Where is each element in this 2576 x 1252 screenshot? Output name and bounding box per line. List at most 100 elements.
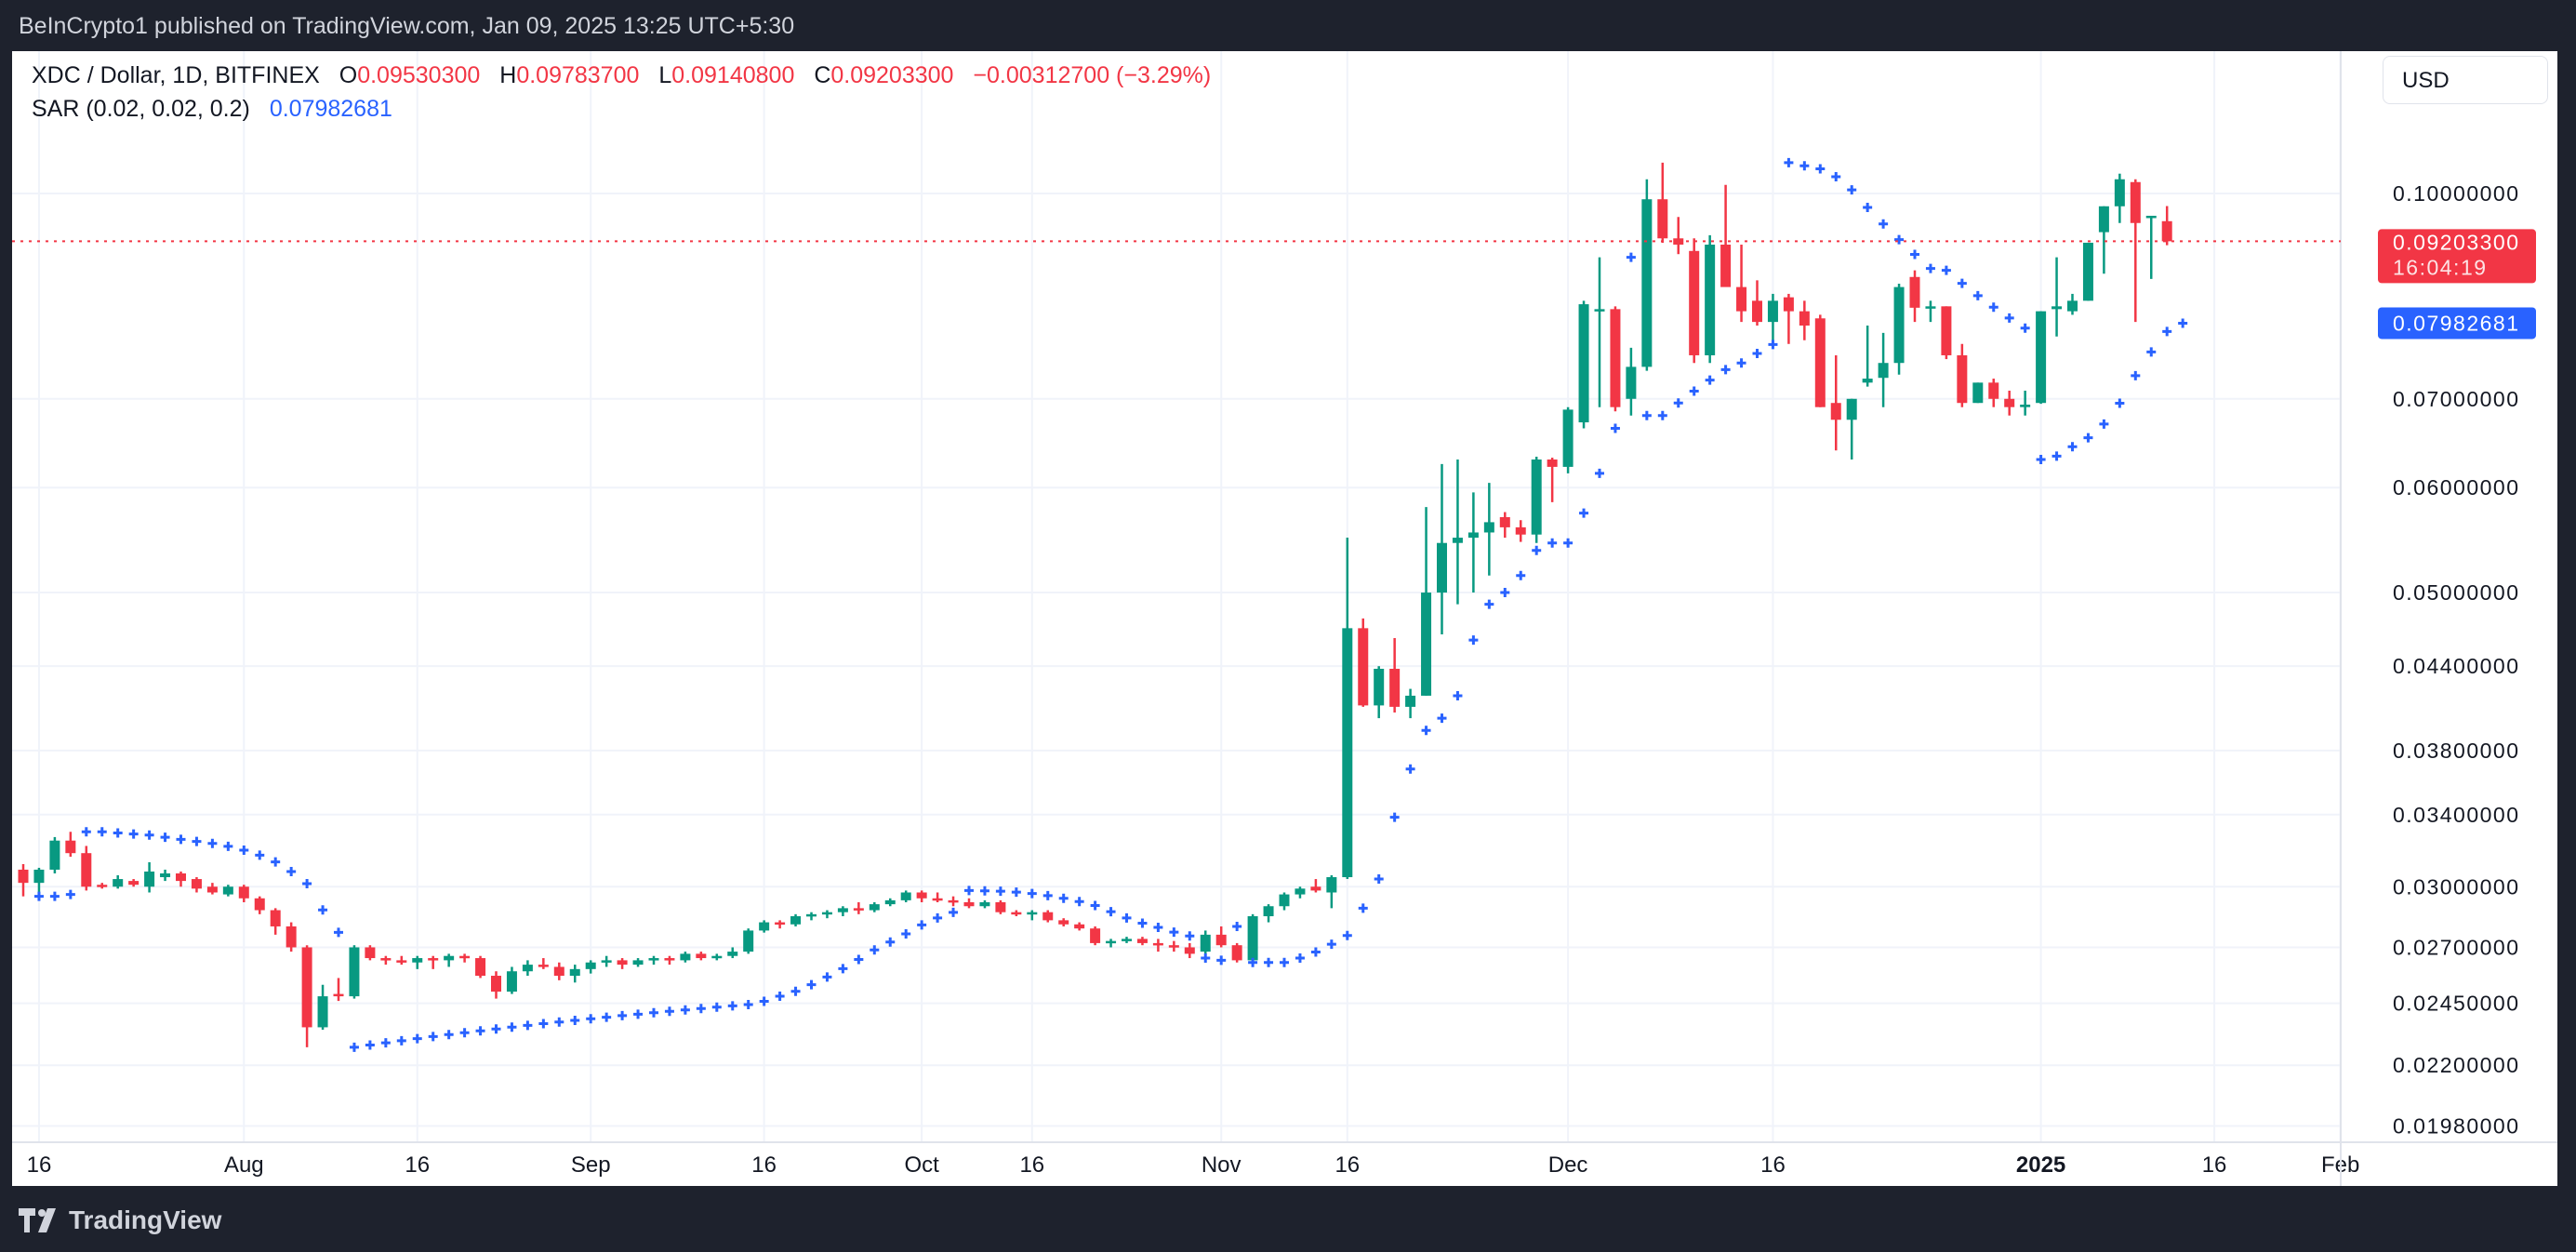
candle-body	[1846, 398, 1857, 420]
sar-point	[1705, 375, 1715, 385]
candle-body	[49, 840, 60, 870]
sar-point	[1595, 468, 1604, 478]
sar-point	[1122, 912, 1132, 923]
sar-point	[790, 986, 801, 996]
sar-point	[1752, 348, 1762, 358]
candle-body	[711, 955, 723, 959]
candle-body	[2098, 206, 2109, 233]
price-tick-label: 0.04400000	[2393, 654, 2520, 678]
sar-point	[649, 1007, 658, 1018]
close-label: C	[814, 62, 831, 88]
sar-point	[1295, 952, 1305, 963]
sar-point	[459, 1028, 470, 1038]
candle-body	[522, 965, 533, 972]
sar-point	[743, 1000, 753, 1010]
candle-body	[1799, 311, 1810, 326]
candle-body	[81, 853, 92, 887]
candle-body	[1499, 516, 1510, 527]
tradingview-logo-icon	[19, 1208, 56, 1232]
sar-point	[554, 1017, 564, 1027]
candle-body	[412, 958, 423, 963]
sar-point	[1201, 953, 1211, 964]
candle-body	[2114, 179, 2125, 206]
tradingview-logo[interactable]: TradingView	[19, 1205, 221, 1235]
candle-body	[2067, 300, 2078, 312]
candle-body	[1925, 306, 1936, 309]
time-tick-label: 2025	[2016, 1152, 2065, 1178]
candle-body	[1783, 297, 1794, 312]
sar-point	[1925, 263, 1935, 273]
sar-point	[444, 1030, 454, 1040]
symbol-name[interactable]: XDC / Dollar, 1D, BITFINEX	[32, 62, 320, 88]
time-tick-label: 16	[1334, 1152, 1360, 1178]
sar-price-value: 0.07982681	[2393, 311, 2520, 335]
time-tick-label: Dec	[1548, 1152, 1588, 1178]
sar-point	[113, 828, 123, 838]
candle-body	[2161, 220, 2172, 242]
candle-body	[191, 879, 202, 889]
candle-body	[790, 916, 802, 925]
candle-body	[2145, 215, 2157, 219]
candle-body	[1547, 459, 1558, 467]
open-label: O	[339, 62, 358, 88]
sar-value: 0.07982681	[269, 96, 392, 122]
published-info: BeInCrypto1 published on TradingView.com…	[19, 13, 795, 39]
price-tick-label: 0.10000000	[2393, 181, 2520, 206]
sar-point	[1736, 358, 1746, 368]
chart-panel[interactable]	[12, 51, 2557, 1186]
candle-body	[1610, 309, 1621, 407]
candle-body	[1689, 250, 1700, 355]
candle-body	[948, 899, 959, 903]
sar-point	[302, 879, 312, 889]
candle-body	[553, 966, 564, 977]
candle-body	[2130, 181, 2141, 223]
sar-point	[144, 830, 154, 840]
candle-body	[301, 947, 312, 1028]
tradingview-brand: TradingView	[69, 1205, 222, 1234]
sar-point	[1437, 713, 1447, 724]
sar-point	[1657, 410, 1667, 420]
bottom-bar	[0, 1186, 2576, 1252]
sar-point	[1058, 893, 1069, 903]
sar-point	[1389, 812, 1400, 822]
candle-body	[1405, 695, 1416, 707]
sar-label[interactable]: SAR (0.02, 0.02, 0.2)	[32, 96, 250, 122]
candle-body	[1437, 542, 1447, 593]
candle-body	[1295, 888, 1306, 895]
sar-point	[1610, 423, 1620, 433]
sar-point	[1421, 726, 1431, 736]
sar-point	[1185, 931, 1195, 941]
candle-body	[65, 840, 76, 854]
sar-point	[2067, 442, 2078, 452]
sar-point	[995, 886, 1005, 897]
candle-body	[2020, 405, 2031, 407]
candle-body	[1941, 306, 1952, 355]
sar-point	[2036, 455, 2046, 464]
sar-point	[1011, 887, 1021, 898]
candle-body	[380, 958, 392, 961]
sar-point	[1027, 888, 1037, 899]
sar-point	[979, 886, 989, 896]
sar-point	[1910, 249, 1919, 260]
candle-body	[884, 899, 896, 905]
candle-body	[680, 953, 691, 961]
candle-body	[1736, 286, 1747, 312]
candle-body	[1374, 669, 1385, 706]
sar-point	[854, 954, 864, 965]
sar-point	[1972, 290, 1983, 300]
sar-point	[1815, 164, 1826, 174]
candle-body	[1279, 894, 1290, 907]
sar-point	[428, 1032, 438, 1042]
currency-button[interactable]: USD	[2383, 56, 2548, 104]
sar-point	[1988, 302, 1998, 313]
sar-point	[917, 920, 927, 930]
candle-body	[396, 960, 407, 963]
candle-body	[128, 881, 139, 886]
sar-point	[1169, 927, 1179, 938]
sar-point	[207, 838, 218, 848]
candle-body	[365, 947, 376, 959]
candle-body	[176, 872, 186, 882]
price-tick-label: 0.03400000	[2393, 803, 2520, 827]
last-price-badge	[2378, 229, 2536, 284]
